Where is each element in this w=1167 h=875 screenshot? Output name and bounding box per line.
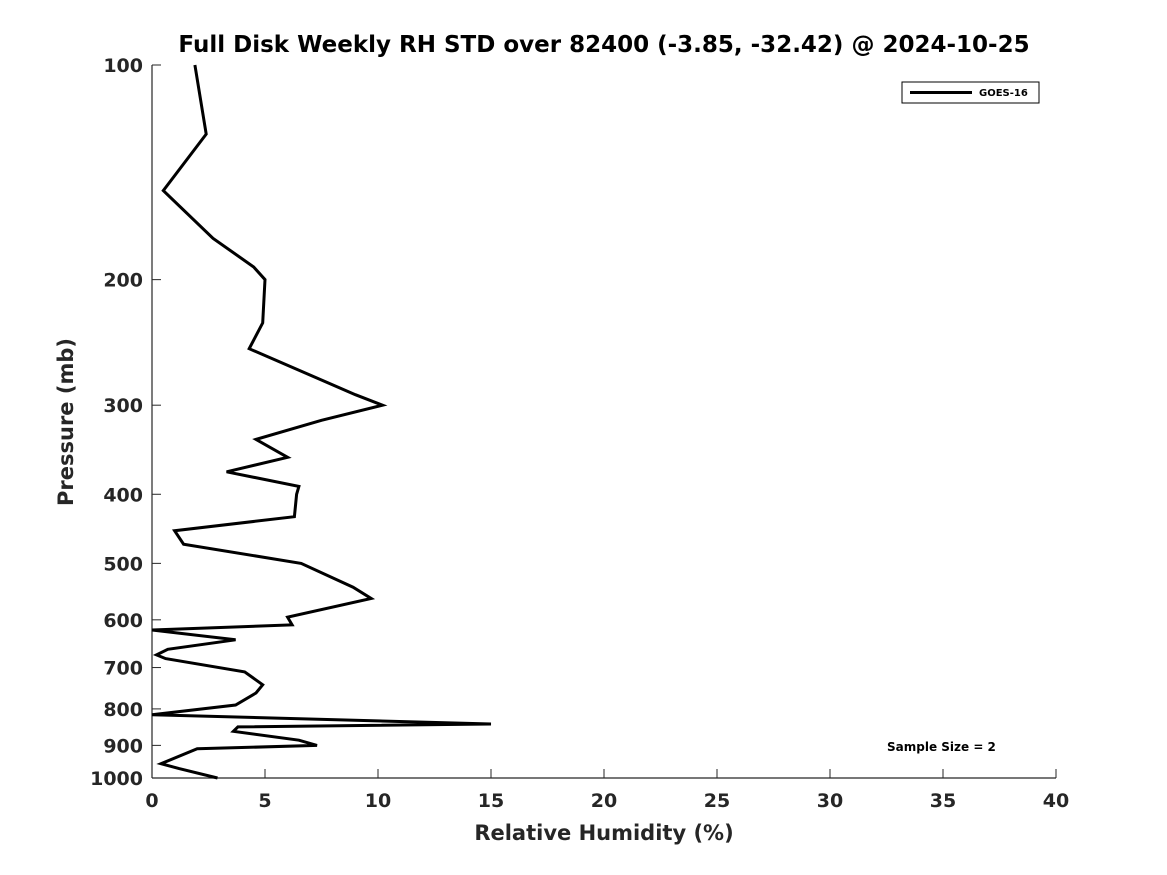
y-tick-label: 100 [103,55,143,77]
y-tick-label: 800 [103,699,143,721]
y-tick-label: 300 [103,395,143,417]
series-group [151,64,492,780]
y-tick-label: 700 [103,658,143,680]
x-tick-label: 5 [258,790,271,812]
series-line-goes-16 [151,64,492,780]
chart-title: Full Disk Weekly RH STD over 82400 (-3.8… [178,32,1029,58]
y-axis-label: Pressure (mb) [54,338,78,506]
axes [151,65,1056,779]
y-tick-label: 1000 [90,768,143,790]
x-tick-label: 35 [930,790,956,812]
sample-size-annotation: Sample Size = 2 [887,740,996,754]
y-tick-label: 400 [103,484,143,506]
y-tick-label: 500 [103,553,143,575]
legend-label: GOES-16 [979,88,1028,99]
y-ticks: 100 200 300 400 500 600 700 800 900 1000 [90,55,161,790]
y-tick-label: 600 [103,610,143,632]
x-tick-label: 20 [591,790,617,812]
x-tick-label: 25 [704,790,730,812]
x-tick-label: 0 [145,790,158,812]
y-tick-label: 900 [103,735,143,757]
x-axis-label: Relative Humidity (%) [474,821,733,845]
x-tick-label: 40 [1043,790,1069,812]
x-tick-label: 10 [365,790,391,812]
x-tick-label: 30 [817,790,843,812]
x-tick-label: 15 [478,790,504,812]
x-ticks: 0 5 10 15 20 25 30 35 40 [145,769,1069,812]
y-tick-label: 200 [103,270,143,292]
legend: GOES-16 [901,81,1040,104]
